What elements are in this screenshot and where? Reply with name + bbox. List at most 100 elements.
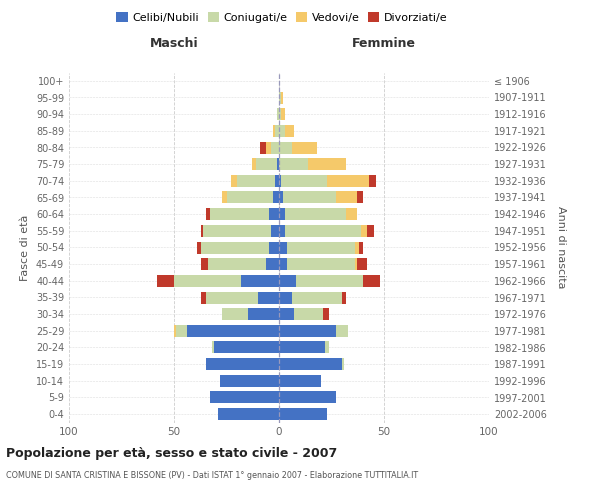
Bar xyxy=(272,192,279,203)
Bar xyxy=(342,358,344,370)
Bar xyxy=(260,142,266,154)
Bar xyxy=(202,258,208,270)
Bar xyxy=(271,225,279,237)
Y-axis label: Fasce di età: Fasce di età xyxy=(20,214,30,280)
Bar xyxy=(227,192,272,203)
Bar xyxy=(271,142,279,154)
Bar xyxy=(296,275,363,287)
Bar xyxy=(279,408,328,420)
Bar xyxy=(279,142,292,154)
Bar xyxy=(218,408,279,420)
Bar xyxy=(241,275,279,287)
Bar xyxy=(308,158,346,170)
Text: COMUNE DI SANTA CRISTINA E BISSONE (PV) - Dati ISTAT 1° gennaio 2007 - Elaborazi: COMUNE DI SANTA CRISTINA E BISSONE (PV) … xyxy=(6,471,418,480)
Bar xyxy=(281,108,286,120)
Y-axis label: Anni di nascita: Anni di nascita xyxy=(556,206,566,288)
Bar xyxy=(157,275,174,287)
Bar xyxy=(256,158,277,170)
Bar xyxy=(355,242,359,254)
Bar xyxy=(279,108,281,120)
Bar xyxy=(279,392,336,404)
Bar xyxy=(275,175,279,187)
Bar xyxy=(230,175,237,187)
Bar xyxy=(210,392,279,404)
Bar xyxy=(202,242,269,254)
Bar xyxy=(205,358,279,370)
Bar xyxy=(286,125,294,137)
Bar xyxy=(269,208,279,220)
Bar xyxy=(342,292,346,304)
Bar xyxy=(279,258,287,270)
Bar xyxy=(174,325,176,337)
Bar xyxy=(359,242,363,254)
Bar xyxy=(279,325,336,337)
Bar xyxy=(286,225,361,237)
Bar xyxy=(325,342,329,353)
Legend: Celibi/Nubili, Coniugati/e, Vedovi/e, Divorziati/e: Celibi/Nubili, Coniugati/e, Vedovi/e, Di… xyxy=(112,8,452,28)
Text: Femmine: Femmine xyxy=(352,37,416,50)
Bar xyxy=(248,308,279,320)
Bar xyxy=(292,142,317,154)
Bar xyxy=(367,225,373,237)
Bar xyxy=(269,242,279,254)
Bar xyxy=(294,308,323,320)
Bar xyxy=(356,258,367,270)
Bar xyxy=(266,258,279,270)
Bar xyxy=(176,325,187,337)
Bar xyxy=(214,342,279,353)
Bar xyxy=(206,208,210,220)
Bar xyxy=(323,308,329,320)
Bar xyxy=(208,258,266,270)
Bar xyxy=(275,125,279,137)
Bar xyxy=(336,192,356,203)
Bar xyxy=(220,375,279,387)
Bar xyxy=(279,375,321,387)
Bar xyxy=(279,225,286,237)
Bar xyxy=(202,292,205,304)
Bar xyxy=(279,308,294,320)
Bar xyxy=(279,175,281,187)
Bar xyxy=(363,275,380,287)
Bar xyxy=(328,175,370,187)
Bar xyxy=(277,108,279,120)
Text: Popolazione per età, sesso e stato civile - 2007: Popolazione per età, sesso e stato civil… xyxy=(6,448,337,460)
Bar xyxy=(356,192,363,203)
Bar xyxy=(279,275,296,287)
Bar xyxy=(292,292,342,304)
Bar xyxy=(279,358,342,370)
Bar xyxy=(174,275,241,287)
Bar xyxy=(252,158,256,170)
Bar xyxy=(279,292,292,304)
Bar xyxy=(237,175,275,187)
Bar xyxy=(258,292,279,304)
Bar xyxy=(202,225,203,237)
Bar xyxy=(212,342,214,353)
Bar xyxy=(287,242,355,254)
Bar xyxy=(281,175,328,187)
Bar xyxy=(203,225,271,237)
Bar xyxy=(266,142,271,154)
Bar xyxy=(223,192,227,203)
Bar xyxy=(286,208,346,220)
Bar xyxy=(279,208,286,220)
Bar xyxy=(187,325,279,337)
Bar xyxy=(223,308,248,320)
Text: Maschi: Maschi xyxy=(149,37,199,50)
Bar xyxy=(283,192,336,203)
Bar xyxy=(210,208,269,220)
Bar xyxy=(205,292,258,304)
Bar xyxy=(277,158,279,170)
Bar xyxy=(355,258,357,270)
Bar xyxy=(279,158,308,170)
Bar xyxy=(336,325,348,337)
Bar xyxy=(281,92,283,104)
Bar xyxy=(279,125,286,137)
Bar xyxy=(287,258,355,270)
Bar xyxy=(279,342,325,353)
Bar xyxy=(279,242,287,254)
Bar xyxy=(369,175,376,187)
Bar xyxy=(361,225,367,237)
Bar xyxy=(279,192,283,203)
Bar xyxy=(279,92,281,104)
Bar xyxy=(346,208,356,220)
